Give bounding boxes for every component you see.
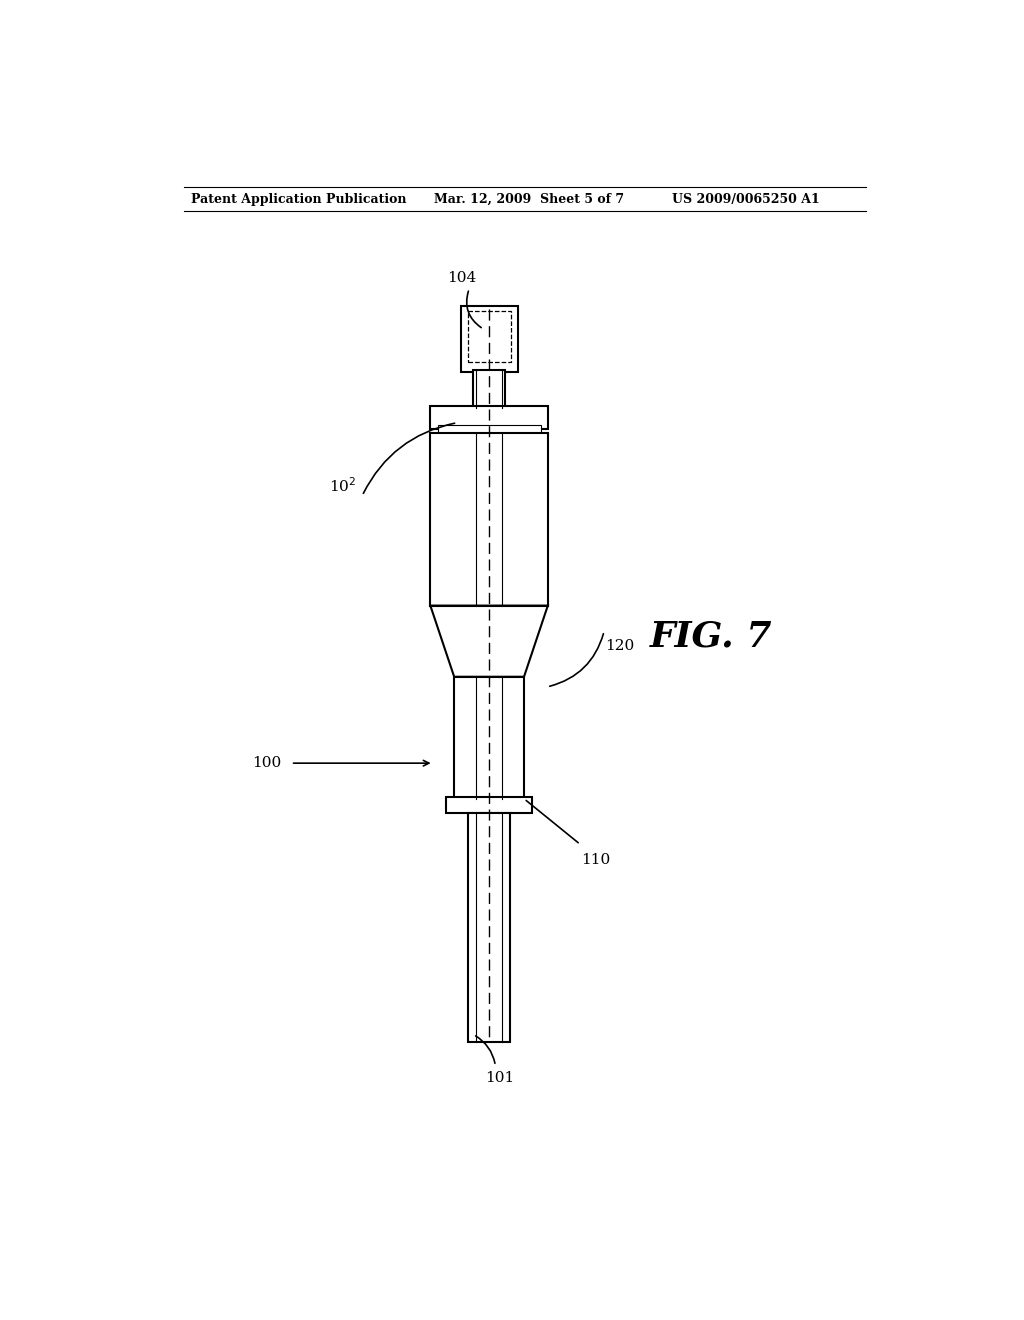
Polygon shape — [430, 606, 548, 677]
Bar — [461, 306, 518, 372]
Text: 110: 110 — [582, 853, 611, 867]
Bar — [455, 677, 524, 799]
Bar — [437, 425, 541, 433]
Text: FIG. 7: FIG. 7 — [650, 619, 772, 653]
Text: 10$^2$: 10$^2$ — [329, 477, 356, 495]
Text: Patent Application Publication: Patent Application Publication — [191, 193, 407, 206]
Bar — [473, 370, 505, 408]
Bar — [430, 433, 548, 606]
Text: 101: 101 — [484, 1072, 514, 1085]
Bar — [468, 312, 511, 362]
Text: 120: 120 — [605, 639, 635, 653]
Bar — [468, 813, 510, 1041]
Text: 100: 100 — [252, 756, 282, 770]
Text: 104: 104 — [446, 272, 476, 285]
Bar — [430, 407, 548, 429]
Text: Mar. 12, 2009  Sheet 5 of 7: Mar. 12, 2009 Sheet 5 of 7 — [433, 193, 624, 206]
Bar — [446, 797, 531, 813]
Text: US 2009/0065250 A1: US 2009/0065250 A1 — [672, 193, 819, 206]
